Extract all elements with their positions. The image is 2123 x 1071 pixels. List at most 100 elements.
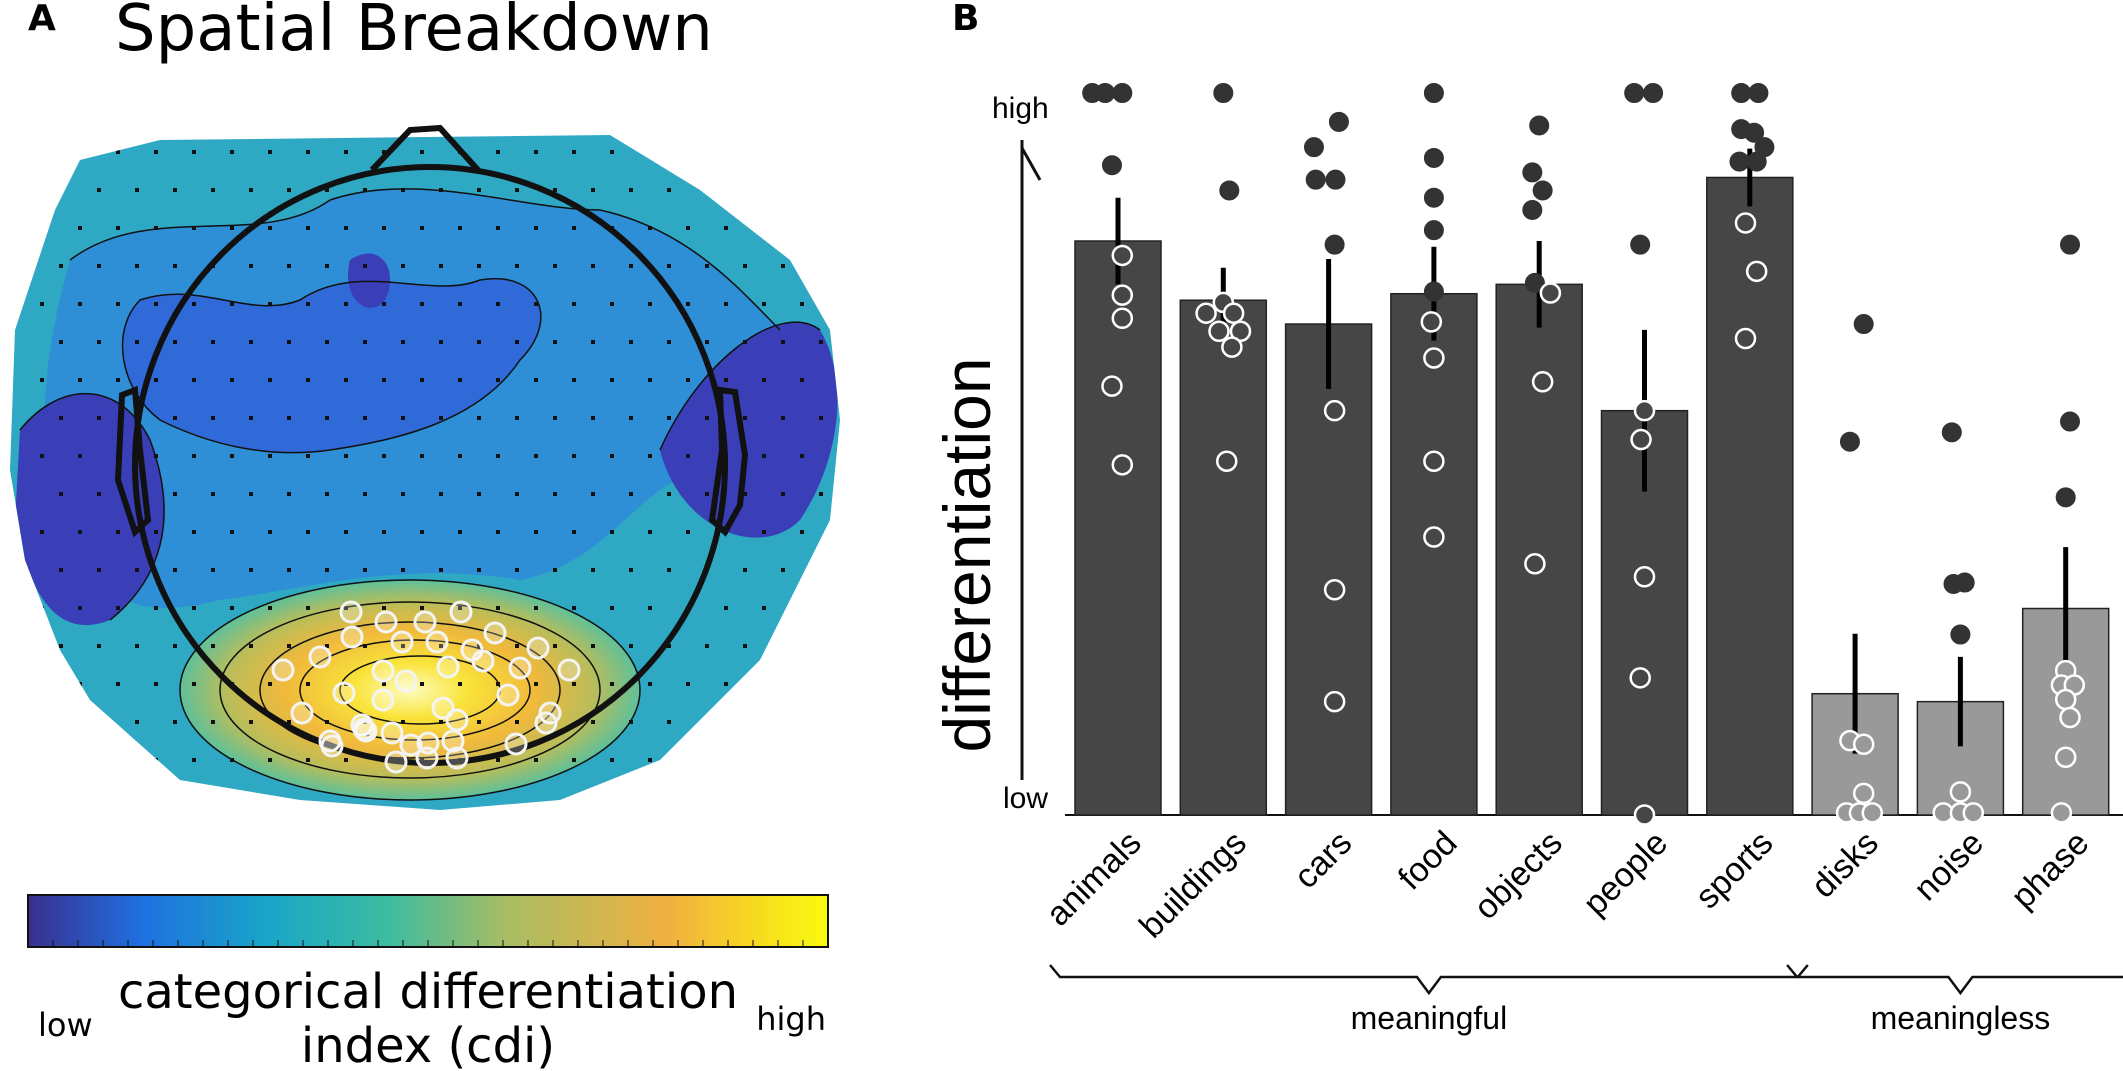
electrode-dot bbox=[800, 302, 804, 306]
point-sports bbox=[1745, 260, 1768, 283]
point-animals bbox=[1111, 307, 1134, 330]
point-food bbox=[1423, 147, 1444, 168]
electrode-dot bbox=[534, 682, 538, 686]
x-tick-phase: phase bbox=[2004, 824, 2096, 916]
electrode-dot bbox=[705, 644, 709, 648]
electrode-dot bbox=[268, 302, 272, 306]
point-people bbox=[1633, 399, 1656, 422]
electrode-dot bbox=[116, 758, 120, 762]
electrode-dot bbox=[496, 758, 500, 762]
point-buildings bbox=[1208, 320, 1230, 343]
electrode-dot bbox=[173, 720, 177, 724]
electrode-dot bbox=[819, 644, 823, 648]
electrode-dot bbox=[154, 378, 158, 382]
electrode-dot bbox=[306, 302, 310, 306]
electrode-dot bbox=[211, 340, 215, 344]
roi-electrode bbox=[380, 721, 404, 745]
x-tick-cars: cars bbox=[1287, 824, 1359, 896]
roi-electrode bbox=[371, 659, 395, 683]
electrode-dot bbox=[268, 758, 272, 762]
x-tick-animals: animals bbox=[1039, 824, 1149, 934]
colorbar-label-line1: categorical differentiation bbox=[118, 964, 738, 1020]
point-animals bbox=[1101, 155, 1122, 176]
electrode-dot bbox=[705, 720, 709, 724]
roi-electrode bbox=[399, 733, 423, 757]
electrode-dot bbox=[610, 682, 614, 686]
colorbar-high-label: high bbox=[756, 1000, 826, 1038]
electrode-dot bbox=[553, 416, 557, 420]
electrode-dot bbox=[192, 302, 196, 306]
electrode-dot bbox=[344, 530, 348, 534]
electrode-dot bbox=[363, 188, 367, 192]
point-people bbox=[1630, 234, 1651, 255]
electrode-dot bbox=[249, 644, 253, 648]
electrode-dot bbox=[401, 720, 405, 724]
electrode-dot bbox=[325, 188, 329, 192]
electrode-dot bbox=[762, 682, 766, 686]
point-objects bbox=[1532, 180, 1553, 201]
electrode-dot bbox=[420, 454, 424, 458]
electrode-dot bbox=[211, 720, 215, 724]
point-buildings bbox=[1221, 336, 1243, 358]
roi-electrode bbox=[332, 681, 356, 705]
point-disks bbox=[1852, 782, 1875, 805]
roi-electrode bbox=[271, 658, 295, 682]
electrode-dot bbox=[59, 568, 63, 572]
roi-electrode bbox=[441, 729, 465, 753]
point-food bbox=[1423, 450, 1445, 472]
head-outline bbox=[114, 124, 749, 766]
electrode-dot bbox=[192, 226, 196, 230]
electrode-dot bbox=[800, 530, 804, 534]
electrode-dot bbox=[686, 454, 690, 458]
electrode-dot bbox=[325, 568, 329, 572]
electrode-dot bbox=[192, 606, 196, 610]
electrode-dot bbox=[667, 720, 671, 724]
electrode-dot bbox=[648, 682, 652, 686]
electrode-dot bbox=[268, 606, 272, 610]
electrode-dot bbox=[686, 682, 690, 686]
electrode-dot bbox=[819, 416, 823, 420]
electrode-dot bbox=[135, 264, 139, 268]
electrode-dot bbox=[230, 150, 234, 154]
electrode-dot bbox=[268, 454, 272, 458]
electrode-dot bbox=[591, 340, 595, 344]
electrode-dot bbox=[401, 416, 405, 420]
roi-electrode bbox=[320, 734, 344, 758]
electrode-dot bbox=[648, 302, 652, 306]
electrode-dot bbox=[572, 150, 576, 154]
electrode-dot bbox=[667, 644, 671, 648]
bar-food bbox=[1390, 292, 1478, 816]
electrode-dot bbox=[743, 720, 747, 724]
roi-electrode bbox=[352, 717, 376, 741]
point-phase bbox=[2055, 487, 2076, 508]
x-tick-sports: sports bbox=[1688, 824, 1780, 916]
electrode-dot bbox=[743, 492, 747, 496]
electrode-dot bbox=[458, 302, 462, 306]
electrode-dot bbox=[173, 568, 177, 572]
electrode-dot bbox=[743, 264, 747, 268]
electrode-dot bbox=[781, 416, 785, 420]
electrode-dot bbox=[629, 188, 633, 192]
electrode-dot bbox=[97, 416, 101, 420]
electrode-dot bbox=[382, 150, 386, 154]
roi-electrode bbox=[339, 600, 363, 624]
electrode-dot bbox=[287, 492, 291, 496]
electrode-dot bbox=[249, 492, 253, 496]
electrode-dot bbox=[249, 416, 253, 420]
x-tick-disks: disks bbox=[1804, 824, 1886, 906]
electrode-dot bbox=[800, 682, 804, 686]
x-tick-noise: noise bbox=[1907, 824, 1991, 908]
electrode-dot bbox=[192, 150, 196, 154]
electrode-dot bbox=[762, 378, 766, 382]
electrode-dot bbox=[306, 378, 310, 382]
roi-electrodes bbox=[271, 600, 581, 774]
panel-a: A Spatial Breakdown bbox=[10, 0, 840, 1071]
electrode-dot bbox=[724, 378, 728, 382]
electrode-dot bbox=[268, 530, 272, 534]
bar-buildings bbox=[1179, 299, 1268, 816]
electrode-dot bbox=[97, 492, 101, 496]
electrode-dot bbox=[306, 758, 310, 762]
electrode-dot bbox=[496, 226, 500, 230]
electrode-dot bbox=[819, 188, 823, 192]
